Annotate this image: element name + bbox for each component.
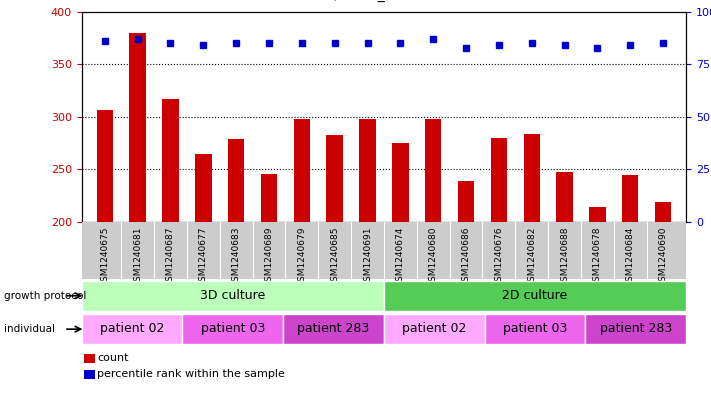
Bar	[425, 119, 442, 222]
Bar	[82, 281, 384, 311]
Bar	[384, 314, 485, 344]
Bar	[523, 134, 540, 222]
Bar	[622, 175, 638, 222]
Bar	[183, 314, 283, 344]
Text: growth protocol: growth protocol	[4, 291, 86, 301]
Text: patient 02: patient 02	[100, 322, 164, 335]
Text: individual: individual	[4, 324, 55, 334]
Bar	[491, 138, 507, 222]
Text: GSM1240685: GSM1240685	[330, 227, 339, 287]
Text: GSM1240679: GSM1240679	[297, 227, 306, 287]
Bar	[384, 281, 686, 311]
Bar	[585, 314, 686, 344]
Bar	[82, 314, 183, 344]
Text: GSM1240689: GSM1240689	[264, 227, 274, 287]
Text: GSM1240678: GSM1240678	[593, 227, 602, 287]
Text: GSM1240676: GSM1240676	[494, 227, 503, 287]
Bar	[557, 172, 573, 222]
Bar	[359, 119, 375, 222]
Text: GSM1240691: GSM1240691	[363, 227, 372, 287]
Text: patient 03: patient 03	[201, 322, 265, 335]
Bar	[294, 119, 310, 222]
Text: GSM1240690: GSM1240690	[658, 227, 668, 287]
Bar	[97, 110, 113, 222]
Bar	[589, 208, 606, 222]
Text: patient 02: patient 02	[402, 322, 466, 335]
Text: GSM1240688: GSM1240688	[560, 227, 569, 287]
Text: GSM1240680: GSM1240680	[429, 227, 438, 287]
Text: GSM1240681: GSM1240681	[133, 227, 142, 287]
Text: 2D culture: 2D culture	[503, 288, 567, 301]
Text: patient 03: patient 03	[503, 322, 567, 335]
Text: patient 283: patient 283	[297, 322, 370, 335]
Text: GSM1240684: GSM1240684	[626, 227, 635, 287]
Bar	[129, 33, 146, 222]
Text: 3D culture: 3D culture	[201, 288, 265, 301]
Bar	[283, 314, 384, 344]
Text: GSM1240686: GSM1240686	[461, 227, 471, 287]
Text: GDS5227 / ILMN_1728710: GDS5227 / ILMN_1728710	[264, 0, 447, 2]
Text: percentile rank within the sample: percentile rank within the sample	[97, 369, 285, 379]
Text: GSM1240674: GSM1240674	[396, 227, 405, 287]
Bar	[228, 139, 245, 222]
Bar	[485, 314, 585, 344]
Bar	[261, 174, 277, 222]
Text: GSM1240675: GSM1240675	[100, 227, 109, 287]
Bar	[655, 202, 671, 222]
Text: GSM1240687: GSM1240687	[166, 227, 175, 287]
Text: patient 283: patient 283	[599, 322, 672, 335]
Bar	[162, 99, 178, 222]
Text: GSM1240682: GSM1240682	[528, 227, 536, 287]
Text: GSM1240677: GSM1240677	[199, 227, 208, 287]
Bar	[392, 143, 409, 222]
Text: GSM1240683: GSM1240683	[232, 227, 240, 287]
Bar	[195, 154, 211, 222]
Bar	[458, 181, 474, 222]
Text: count: count	[97, 353, 129, 363]
Bar	[326, 135, 343, 222]
